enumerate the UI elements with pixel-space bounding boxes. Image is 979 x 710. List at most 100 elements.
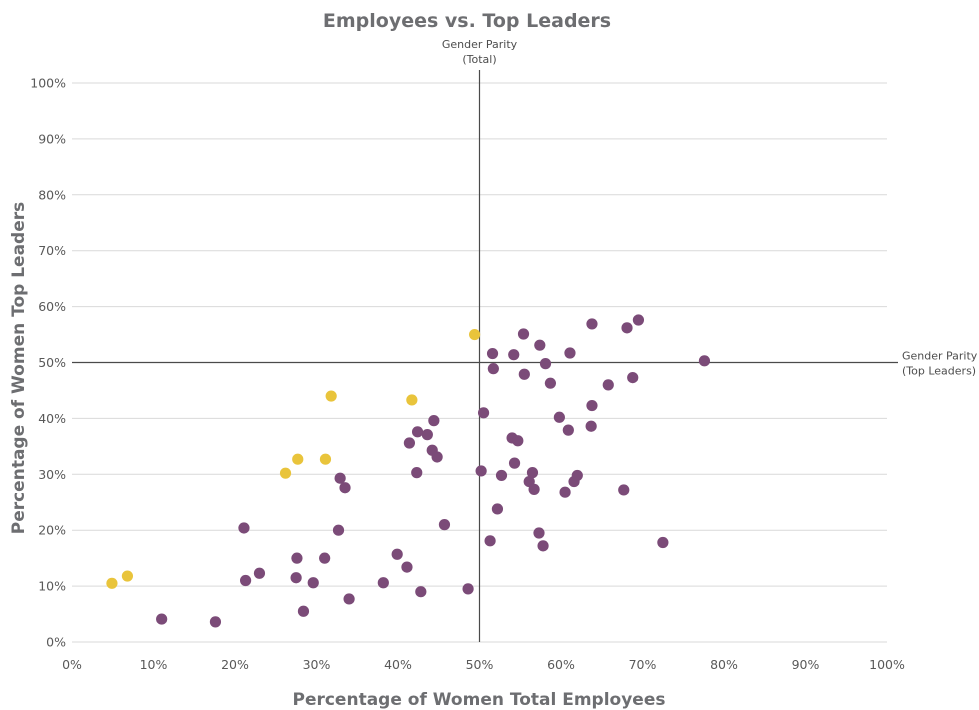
x-tick-label: 90% bbox=[792, 657, 820, 672]
x-tick-label: 70% bbox=[629, 657, 657, 672]
data-point-yellow bbox=[325, 390, 337, 402]
data-point-purple bbox=[657, 536, 669, 549]
data-point-purple bbox=[477, 407, 490, 419]
data-point-purple bbox=[297, 605, 310, 617]
data-point-purple bbox=[508, 349, 520, 361]
y-tick-label: 100% bbox=[30, 76, 66, 91]
data-point-purple bbox=[486, 347, 499, 360]
data-point-purple bbox=[391, 548, 403, 560]
data-point-purple bbox=[411, 467, 423, 479]
data-point-purple bbox=[508, 457, 521, 469]
data-point-purple bbox=[438, 519, 451, 531]
y-tick-label: 0% bbox=[46, 635, 66, 650]
y-tick-label: 10% bbox=[38, 579, 66, 594]
data-point-purple bbox=[491, 503, 504, 515]
data-point-purple bbox=[518, 368, 530, 380]
data-point-purple bbox=[487, 363, 499, 375]
data-point-purple bbox=[621, 322, 633, 334]
data-point-purple bbox=[564, 347, 576, 359]
parity-label-total: Gender Parity bbox=[442, 38, 518, 51]
data-point-purple bbox=[421, 429, 433, 441]
data-point-purple bbox=[632, 314, 645, 326]
data-point-purple bbox=[462, 583, 474, 595]
data-point-purple bbox=[562, 424, 574, 436]
data-point-yellow bbox=[292, 453, 304, 465]
data-point-purple bbox=[156, 613, 168, 625]
x-tick-label: 0% bbox=[62, 657, 82, 672]
x-tick-label: 50% bbox=[466, 657, 494, 672]
x-tick-label: 100% bbox=[869, 657, 905, 672]
data-point-purple bbox=[332, 524, 345, 536]
data-point-purple bbox=[534, 339, 546, 351]
x-tick-label: 10% bbox=[140, 657, 168, 672]
data-point-purple bbox=[553, 411, 565, 423]
x-tick-label: 40% bbox=[384, 657, 412, 672]
data-point-purple bbox=[512, 435, 524, 447]
y-tick-label: 60% bbox=[38, 299, 66, 314]
data-point-purple bbox=[495, 469, 508, 482]
data-point-purple bbox=[484, 535, 496, 547]
data-point-purple bbox=[698, 355, 711, 367]
data-point-purple bbox=[291, 552, 303, 564]
data-point-purple bbox=[571, 469, 583, 482]
data-point-yellow bbox=[406, 394, 418, 406]
data-point-purple bbox=[618, 484, 630, 496]
axis-ticks: 0% 10% 20% 30% 40% 50% 60% 70% 80% 90% 100% 0% 10% 20… bbox=[30, 76, 905, 673]
x-tick-label: 20% bbox=[221, 657, 249, 672]
data-point-purple bbox=[334, 472, 346, 484]
x-tick-label: 60% bbox=[547, 657, 575, 672]
data-point-purple bbox=[559, 486, 571, 498]
data-points bbox=[106, 314, 711, 628]
x-tick-label: 30% bbox=[303, 657, 331, 672]
data-point-purple bbox=[586, 318, 598, 330]
parity-label-top-leaders: Gender Parity bbox=[902, 350, 978, 363]
data-point-purple bbox=[319, 552, 331, 564]
data-point-purple bbox=[585, 420, 597, 432]
data-point-purple bbox=[307, 577, 319, 589]
data-point-purple bbox=[339, 482, 351, 494]
data-point-yellow bbox=[469, 328, 481, 341]
data-point-yellow bbox=[319, 453, 332, 465]
data-point-purple bbox=[517, 328, 530, 340]
y-tick-label: 70% bbox=[38, 243, 66, 258]
data-point-purple bbox=[411, 426, 424, 438]
data-point-purple bbox=[528, 483, 540, 495]
data-point-purple bbox=[537, 540, 549, 552]
y-tick-label: 80% bbox=[38, 187, 66, 202]
data-point-purple bbox=[475, 465, 487, 477]
data-point-purple bbox=[401, 561, 413, 573]
y-tick-label: 40% bbox=[38, 411, 66, 426]
data-point-purple bbox=[239, 574, 252, 587]
y-tick-label: 90% bbox=[38, 131, 66, 146]
data-point-purple bbox=[428, 415, 440, 427]
data-point-purple bbox=[290, 572, 302, 584]
data-point-yellow bbox=[121, 570, 134, 582]
parity-label-total-sub: (Total) bbox=[462, 53, 496, 66]
data-point-purple bbox=[526, 467, 539, 479]
data-point-purple bbox=[238, 522, 250, 534]
reference-lines: Gender Parity (Total) Gender Parity (Top Le… bbox=[72, 38, 978, 642]
data-point-purple bbox=[253, 567, 266, 579]
data-point-purple bbox=[627, 371, 639, 384]
chart-title: Employees vs. Top Leaders bbox=[323, 10, 611, 32]
data-point-purple bbox=[209, 616, 222, 628]
data-point-yellow bbox=[279, 467, 292, 479]
data-point-purple bbox=[431, 451, 443, 463]
y-tick-label: 50% bbox=[38, 355, 66, 370]
data-point-purple bbox=[602, 379, 614, 391]
y-tick-label: 20% bbox=[38, 523, 66, 538]
parity-label-top-leaders-sub: (Top Leaders) bbox=[902, 365, 976, 378]
x-tick-label: 80% bbox=[710, 657, 738, 672]
data-point-purple bbox=[544, 377, 557, 389]
x-axis-title: Percentage of Women Total Employees bbox=[292, 690, 665, 710]
data-point-purple bbox=[586, 399, 598, 412]
y-tick-label: 30% bbox=[38, 467, 66, 482]
y-axis-title: Percentage of Women Top Leaders bbox=[9, 202, 29, 535]
data-point-purple bbox=[343, 593, 355, 605]
data-point-purple bbox=[539, 358, 552, 370]
data-point-purple bbox=[403, 437, 416, 449]
data-point-purple bbox=[415, 586, 427, 598]
data-point-yellow bbox=[106, 577, 118, 589]
data-point-purple bbox=[533, 527, 545, 539]
